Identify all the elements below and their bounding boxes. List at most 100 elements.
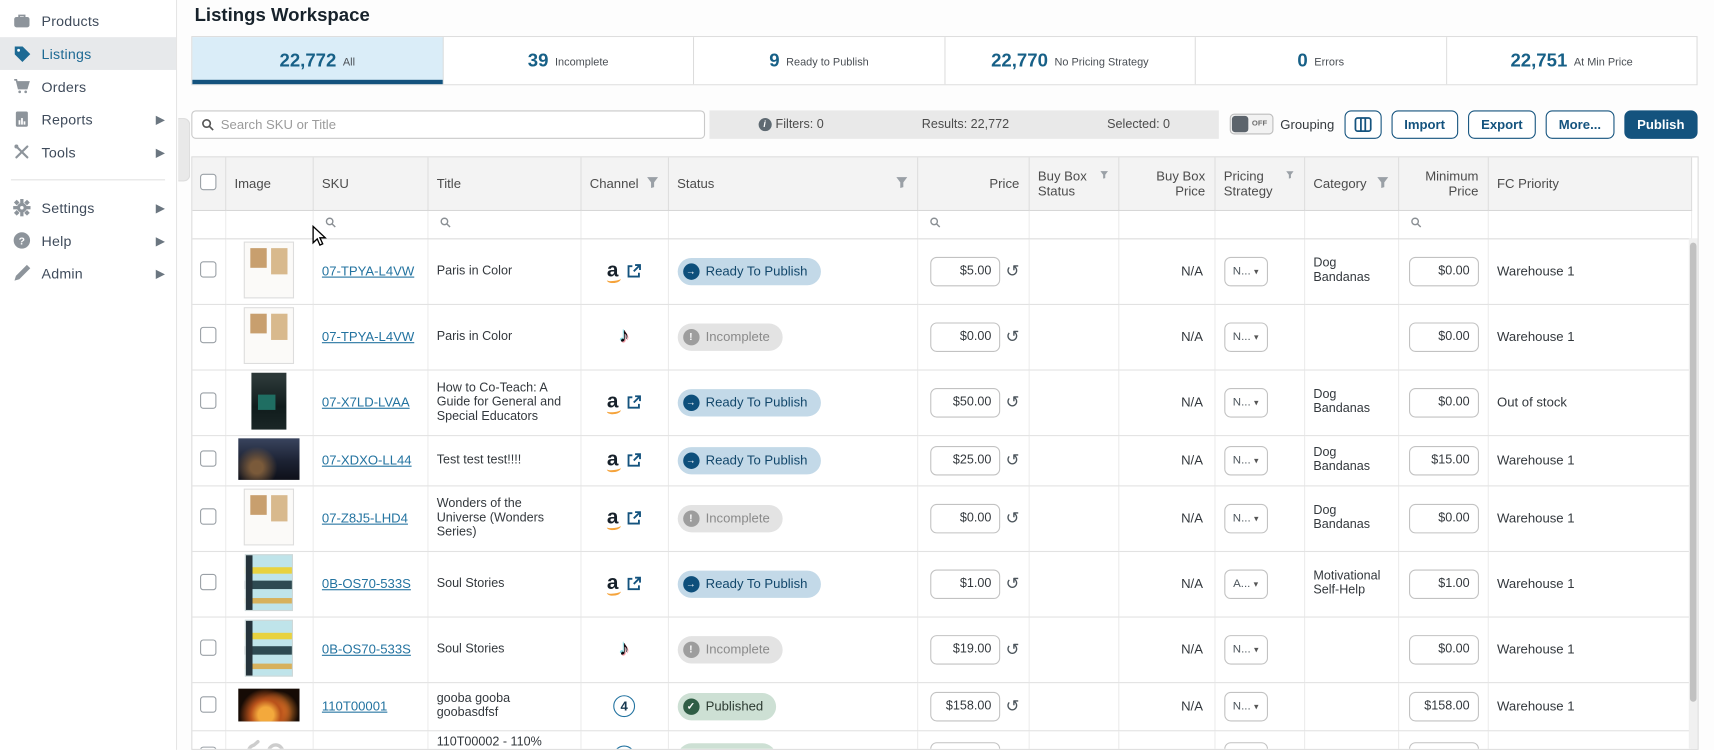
sku-link[interactable]: 110T00001 [321, 698, 388, 714]
vertical-scrollbar[interactable] [1688, 238, 1698, 749]
minimum-price-column-search[interactable] [1398, 209, 1489, 239]
sidebar-item-settings[interactable]: Settings ▶ [0, 191, 176, 224]
price-history-icon[interactable]: ↺ [1005, 696, 1020, 716]
external-link-icon[interactable] [626, 452, 641, 467]
row-checkbox[interactable] [200, 639, 217, 656]
pricing-strategy-dropdown[interactable]: N... ▾ [1223, 503, 1268, 533]
sku-link[interactable]: 110T00002 [322, 749, 387, 750]
external-link-icon[interactable] [626, 263, 641, 278]
column-header-buy-box-price[interactable]: Buy Box Price [1118, 157, 1215, 211]
sidebar-item-tools[interactable]: Tools ▶ [0, 136, 176, 169]
tab-errors[interactable]: 0 Errors [1195, 37, 1447, 85]
export-button[interactable]: Export [1467, 109, 1536, 139]
minimum-price-input[interactable]: $15.00 [1408, 445, 1479, 475]
price-input[interactable]: $0.00 [930, 321, 1001, 352]
search-box[interactable] [191, 109, 705, 139]
price-input[interactable]: $1.00 [930, 568, 1001, 599]
pricing-strategy-dropdown[interactable]: N... ▾ [1223, 321, 1268, 352]
price-input[interactable]: $0.00 [930, 503, 1001, 533]
column-header-buy-box-status[interactable]: Buy Box Status [1028, 157, 1119, 211]
price-history-icon[interactable]: ↺ [1005, 327, 1020, 346]
price-history-icon[interactable]: ↺ [1005, 392, 1020, 412]
publish-button[interactable]: Publish [1623, 109, 1698, 139]
pricing-strategy-dropdown[interactable]: N... ▾ [1223, 445, 1268, 475]
price-history-icon[interactable]: ↺ [1006, 748, 1020, 749]
minimum-price-input[interactable]: $0.00 [1408, 634, 1479, 665]
price-history-icon[interactable]: ↺ [1005, 261, 1020, 281]
price-history-icon[interactable]: ↺ [1005, 574, 1020, 594]
column-header-fc-priority[interactable]: FC Priority [1487, 157, 1692, 211]
column-header-category[interactable]: Category [1304, 157, 1399, 211]
sidebar-item-admin[interactable]: Admin ▶ [0, 257, 176, 290]
row-checkbox[interactable] [200, 508, 217, 525]
price-history-icon[interactable]: ↺ [1005, 450, 1020, 470]
external-link-icon[interactable] [626, 510, 641, 525]
row-checkbox[interactable] [200, 696, 217, 713]
minimum-price-input[interactable]: $158.00 [1408, 691, 1479, 721]
price-input[interactable]: $19.00 [930, 634, 1001, 665]
sidebar-item-reports[interactable]: Reports ▶ [0, 103, 176, 136]
filter-icon[interactable] [645, 176, 658, 189]
minimum-price-input[interactable]: $0.00 [1408, 503, 1479, 533]
column-header-status[interactable]: Status [667, 157, 918, 211]
pricing-strategy-dropdown[interactable]: N... ▾ [1223, 387, 1268, 418]
price-history-icon[interactable]: ↺ [1005, 640, 1020, 659]
sku-link[interactable]: 07-XDXO-LL44 [321, 452, 412, 468]
external-link-icon[interactable] [626, 576, 641, 591]
sku-link[interactable]: 0B-OS70-533S [321, 576, 411, 592]
scrollbar-thumb[interactable] [1689, 242, 1697, 702]
minimum-price-input[interactable]: $14.99 [1408, 741, 1479, 749]
tab-incomplete[interactable]: 39 Incomplete [443, 37, 695, 85]
sku-column-search[interactable] [312, 209, 428, 239]
column-header-sku[interactable]: SKU [312, 157, 428, 211]
tab-no-pricing-strategy[interactable]: 22,770 No Pricing Strategy [944, 37, 1196, 85]
column-header-title[interactable]: Title [427, 157, 581, 211]
tab-ready-to-publish[interactable]: 9 Ready to Publish [694, 37, 945, 85]
drawer-handle[interactable] [178, 118, 191, 182]
row-checkbox[interactable] [200, 450, 217, 467]
sku-link[interactable]: 07-TPYA-L4VW [321, 263, 415, 279]
sku-link[interactable]: 0B-OS70-533S [321, 641, 411, 657]
filter-icon[interactable] [895, 176, 908, 189]
price-column-search[interactable] [917, 209, 1030, 239]
sidebar-item-help[interactable]: ? Help ▶ [0, 224, 176, 257]
row-checkbox[interactable] [200, 261, 217, 278]
minimum-price-input[interactable]: $0.00 [1408, 387, 1479, 418]
pricing-strategy-dropdown[interactable]: N... ▾ [1223, 741, 1268, 749]
column-header-price[interactable]: Price [917, 157, 1030, 211]
pricing-strategy-dropdown[interactable]: N... ▾ [1223, 691, 1268, 721]
columns-button[interactable] [1344, 109, 1382, 139]
external-link-icon[interactable] [626, 394, 641, 409]
minimum-price-input[interactable]: $0.00 [1408, 256, 1479, 286]
import-button[interactable]: Import [1391, 109, 1459, 139]
price-history-icon[interactable]: ↺ [1005, 508, 1020, 528]
price-input[interactable]: $5.00 [930, 256, 1001, 286]
pricing-strategy-dropdown[interactable]: A... ▾ [1223, 568, 1268, 599]
tab-at-min-price[interactable]: 22,751 At Min Price [1446, 37, 1697, 85]
row-checkbox[interactable] [200, 326, 217, 344]
price-input[interactable]: $50.00 [930, 387, 1001, 418]
row-checkbox[interactable] [200, 392, 217, 409]
sku-link[interactable]: 07-Z8J5-LHD4 [321, 510, 408, 526]
column-header-pricing-strategy[interactable]: Pricing Strategy [1214, 157, 1305, 211]
filter-icon[interactable] [1376, 176, 1389, 189]
pricing-strategy-dropdown[interactable]: N... ▾ [1223, 256, 1268, 286]
more-button[interactable]: More... [1545, 109, 1615, 139]
sku-link[interactable]: 07-TPYA-L4VW [321, 329, 415, 345]
minimum-price-input[interactable]: $1.00 [1408, 568, 1479, 599]
sidebar-item-products[interactable]: Products [0, 4, 176, 37]
row-checkbox[interactable] [200, 573, 217, 591]
row-checkbox[interactable] [200, 746, 217, 749]
minimum-price-input[interactable]: $0.00 [1408, 321, 1479, 352]
column-header-channel[interactable]: Channel [580, 157, 669, 211]
column-header-minimum-price[interactable]: Minimum Price [1398, 157, 1489, 211]
price-input[interactable]: $158.00 [930, 691, 1001, 721]
sidebar-item-listings[interactable]: Listings [0, 37, 176, 70]
grouping-toggle[interactable]: OFF [1230, 113, 1274, 135]
title-column-search[interactable] [427, 209, 581, 239]
select-all-checkbox[interactable] [200, 173, 217, 190]
filter-icon[interactable] [1100, 168, 1109, 181]
sku-link[interactable]: 07-X7LD-LVAA [321, 394, 410, 410]
filter-icon[interactable] [1286, 168, 1295, 181]
pricing-strategy-dropdown[interactable]: N... ▾ [1223, 634, 1268, 665]
